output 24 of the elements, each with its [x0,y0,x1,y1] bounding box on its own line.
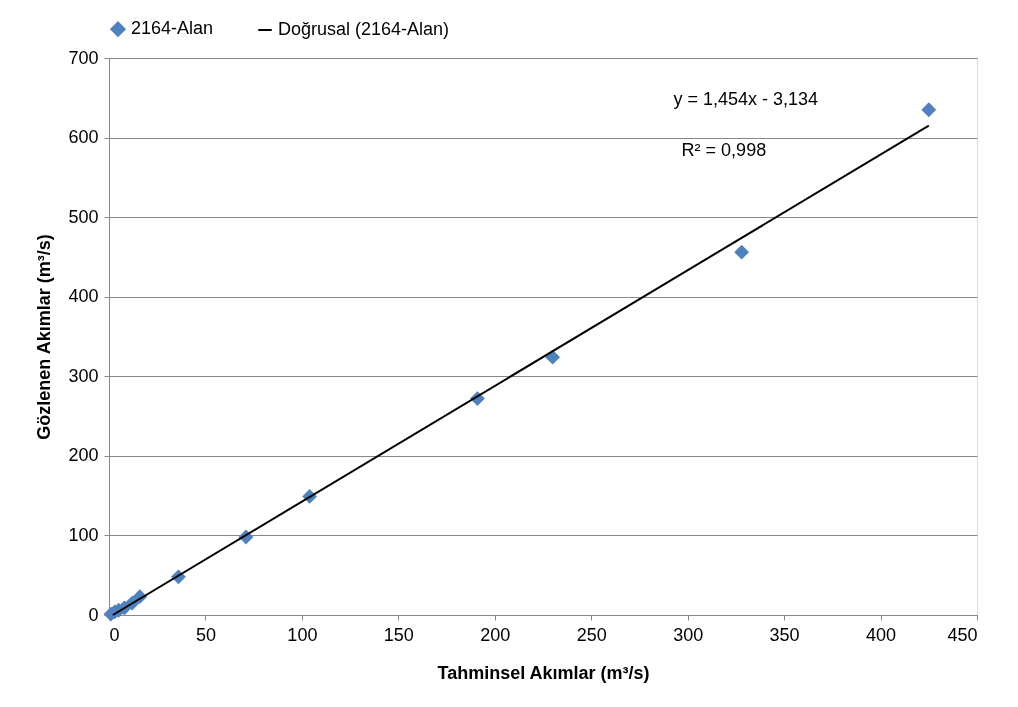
x-tick-label: 400 [866,624,897,645]
annotation: y = 1,454x - 3,134 [673,88,819,109]
x-tick-label: 50 [195,624,216,645]
y-tick-label: 400 [68,286,99,307]
y-tick-label: 300 [68,365,99,386]
x-axis-title: Tahminsel Akımlar (m³/s) [437,662,650,683]
y-tick-label: 600 [68,127,99,148]
y-tick-label: 700 [68,47,99,68]
x-tick-label: 300 [673,624,704,645]
x-tick-label: 150 [383,624,414,645]
y-tick-label: 500 [68,206,99,227]
x-tick-label: 100 [287,624,318,645]
x-tick-label: 0 [109,624,120,645]
legend-label: Doğrusal (2164-Alan) [278,19,450,39]
x-tick-label: 250 [576,624,607,645]
y-tick-label: 0 [88,604,99,625]
x-tick-label: 350 [769,624,800,645]
y-axis-title: Gözlenen Akımlar (m³/s) [34,234,55,440]
y-tick-label: 200 [68,445,99,466]
legend-label: 2164-Alan [131,18,214,39]
y-tick-label: 100 [68,524,99,545]
annotation: R² = 0,998 [681,140,767,160]
x-tick-label: 200 [480,624,511,645]
x-tick-label: 450 [947,624,978,645]
